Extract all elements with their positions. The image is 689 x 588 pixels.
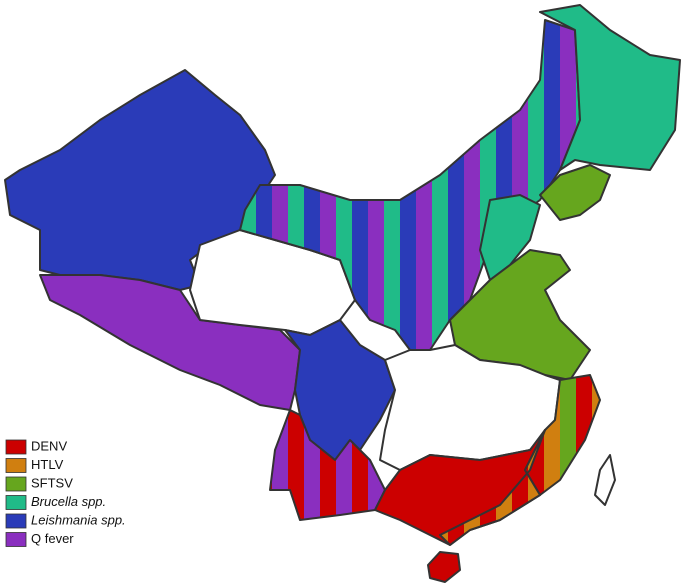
region-taiwan [594,454,616,506]
legend-swatch [5,513,27,529]
legend-swatch [5,458,27,473]
region-hainan [427,551,461,583]
legend-swatch [5,532,27,547]
region-liaoning [539,164,611,221]
legend-label: Q fever [31,531,74,546]
legend: DENV HTLV SFTSV Brucella spp. Leishmania spp… [5,438,126,547]
legend-label: SFTSV [31,475,73,490]
legend-swatch [5,476,27,492]
legend-label: Leishmania spp. [31,512,126,527]
region-northeast [539,4,681,171]
regions [4,4,681,583]
region-southeast-coast [524,374,601,496]
region-sichuan [284,319,396,461]
region-guangdong [439,429,546,546]
legend-label: Brucella spp. [31,494,106,509]
legend-label: HTLV [31,457,64,472]
legend-label: DENV [31,438,67,453]
legend-swatch [5,495,27,510]
legend-swatch [5,439,27,455]
region-hebei [479,194,541,281]
